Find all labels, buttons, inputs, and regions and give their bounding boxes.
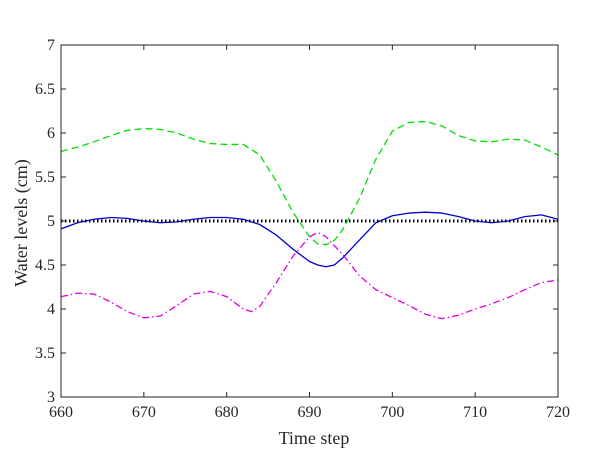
y-tick-label: 6.5 bbox=[35, 81, 55, 98]
x-tick-label: 670 bbox=[132, 404, 156, 421]
x-axis-label: Time step bbox=[279, 428, 350, 448]
y-tick-label: 4 bbox=[47, 301, 55, 318]
x-tick-label: 720 bbox=[546, 404, 570, 421]
axes: 660 670 680 690 700 710 720 3 3.5 4 4.5 5 5.5 6 6.5 7 bbox=[35, 37, 570, 421]
x-tick-label: 680 bbox=[215, 404, 239, 421]
y-tick-label: 7 bbox=[47, 37, 55, 54]
y-tick-label: 4.5 bbox=[35, 257, 55, 274]
x-tick-label: 710 bbox=[463, 404, 487, 421]
series-line-1 bbox=[60, 120, 559, 246]
x-tick-label: 700 bbox=[380, 404, 404, 421]
plot-area bbox=[60, 120, 559, 320]
y-tick-label: 6 bbox=[47, 125, 55, 142]
x-tick-label: 690 bbox=[298, 404, 322, 421]
x-tick-label: 660 bbox=[49, 404, 73, 421]
y-tick-label: 3 bbox=[47, 389, 55, 406]
y-tick-label: 5 bbox=[47, 213, 55, 230]
series-line-4 bbox=[60, 231, 559, 320]
y-axis-label: Water levels (cm) bbox=[11, 159, 32, 287]
y-tick-label: 3.5 bbox=[35, 345, 55, 362]
y-tick-label: 5.5 bbox=[35, 169, 55, 186]
